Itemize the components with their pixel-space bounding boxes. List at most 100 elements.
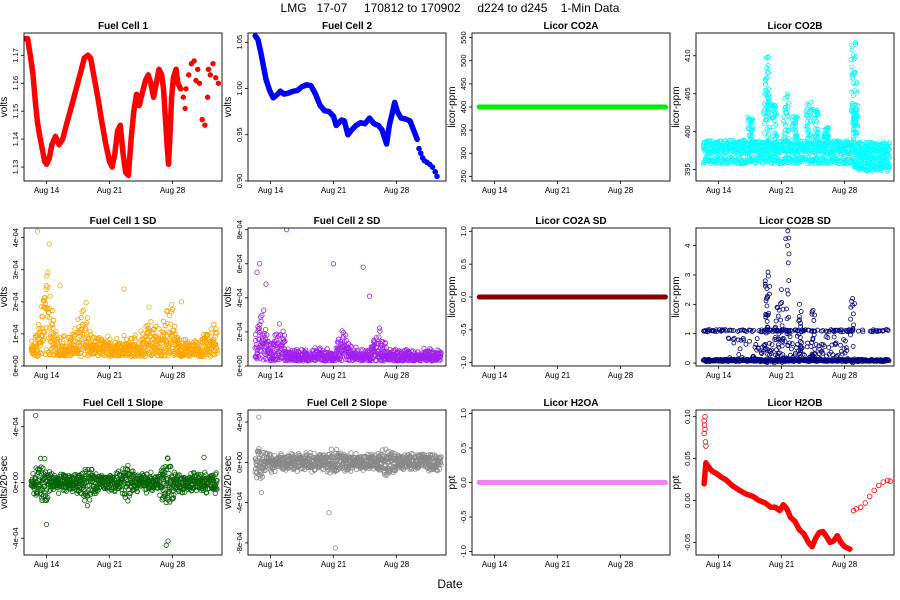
data-point (263, 281, 269, 287)
data-point (853, 131, 859, 136)
data-point (42, 295, 48, 301)
data-point (825, 136, 831, 142)
data-point (767, 124, 773, 130)
data-point (437, 353, 444, 360)
data-point (772, 103, 778, 109)
data-point (849, 101, 855, 106)
y-tick-label: 0e+00 (11, 355, 20, 376)
y-tick-label: 450 (459, 78, 468, 91)
data-point (180, 94, 186, 100)
data-point (737, 346, 743, 352)
data-point (730, 328, 736, 333)
data-point (78, 353, 84, 359)
data-point (65, 472, 72, 479)
data-point (148, 319, 154, 325)
data-point (199, 116, 205, 123)
data-point (785, 291, 791, 297)
y-tick-label: 3 (683, 273, 692, 277)
y-axis-label: licor-ppm (671, 276, 682, 317)
data-point (253, 332, 259, 338)
chart-fc2sd: Fuel Cell 2 SDvolts0e+002e-044e-046e-048… (223, 216, 447, 380)
data-point (860, 327, 865, 333)
data-point (810, 307, 816, 313)
data-point (762, 345, 768, 351)
data-point (146, 342, 152, 349)
data-point (212, 74, 219, 81)
data-point (38, 471, 44, 477)
data-point (798, 309, 804, 314)
data-point (200, 475, 206, 481)
chart-co2a: Licor CO2Alicor-ppm250300350400450500550… (447, 21, 671, 195)
data-point (107, 340, 114, 346)
data-point (39, 350, 45, 357)
data-point (40, 337, 46, 343)
chart-title: Fuel Cell 1 (98, 21, 148, 32)
data-point (769, 347, 774, 353)
data-point (851, 127, 856, 133)
data-point (165, 538, 171, 544)
data-point (809, 328, 815, 334)
data-point (789, 341, 795, 347)
data-point (82, 498, 88, 504)
data-point (849, 89, 854, 95)
data-point (272, 332, 278, 338)
data-point (165, 455, 171, 462)
data-point (49, 307, 55, 314)
data-point (820, 350, 826, 356)
data-point (796, 331, 802, 337)
x-tick-label: Aug 14 (34, 186, 60, 195)
data-point (808, 99, 814, 105)
data-point (34, 489, 41, 495)
data-point (766, 127, 772, 133)
data-point (793, 345, 799, 350)
data-point (210, 61, 216, 67)
data-point (167, 330, 173, 336)
data-point (850, 70, 856, 76)
data-point (806, 327, 812, 333)
y-tick-label: -4e-04 (11, 527, 20, 549)
data-layer (24, 35, 222, 179)
data-point (849, 42, 855, 48)
x-tick-label: Aug 28 (608, 186, 634, 195)
data-point (432, 169, 438, 175)
y-tick-label: 400 (683, 125, 692, 138)
data-point (785, 243, 791, 248)
data-point (856, 328, 861, 334)
data-point (257, 322, 263, 328)
data-point (871, 328, 877, 334)
data-point (746, 116, 752, 122)
data-point (45, 270, 51, 276)
data-point (168, 321, 174, 327)
data-point (762, 106, 768, 112)
y-tick-label: 300 (459, 147, 468, 160)
data-point (887, 147, 892, 153)
data-point (136, 341, 142, 347)
data-point (854, 106, 860, 112)
data-point (46, 241, 52, 247)
data-point (159, 485, 165, 491)
data-point (779, 343, 785, 349)
data-point (743, 341, 749, 347)
data-point (778, 317, 784, 323)
data-point (770, 124, 776, 130)
data-point (169, 332, 176, 338)
data-point (339, 328, 345, 334)
data-point (786, 331, 792, 337)
data-point (793, 117, 799, 123)
data-point (182, 489, 188, 495)
data-point (157, 492, 163, 498)
x-tick-label: Aug 14 (258, 186, 284, 195)
data-point (762, 342, 767, 348)
data-point (764, 303, 770, 309)
data-point (736, 352, 742, 357)
data-point (42, 456, 48, 462)
data-point (850, 343, 856, 349)
data-point (120, 479, 127, 485)
y-tick-label: 0.95 (235, 127, 244, 142)
data-point (807, 118, 813, 124)
data-point (792, 119, 798, 125)
data-point (142, 353, 148, 359)
data-point (793, 125, 798, 130)
data-point (804, 126, 810, 132)
